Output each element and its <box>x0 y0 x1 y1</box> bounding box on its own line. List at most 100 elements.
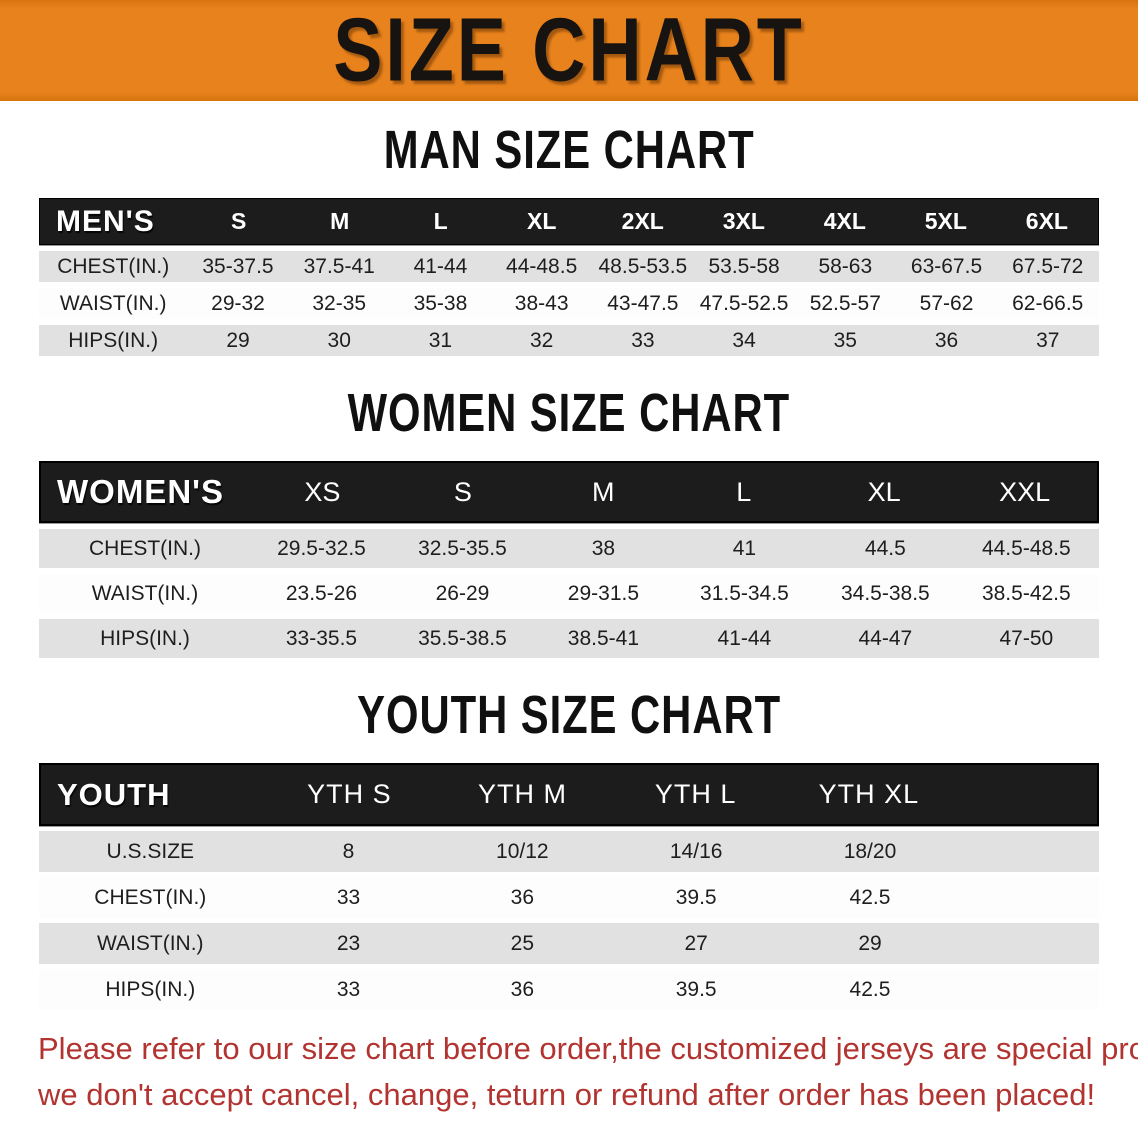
youth-row-waist: WAIST(IN.) 23 25 27 29 <box>39 923 1099 964</box>
youth-us-size-value: 8 <box>342 839 355 863</box>
women-waist-value: 31.5-34.5 <box>700 581 789 605</box>
youth-chest-value: 39.5 <box>675 885 717 909</box>
women-waist-value: 26-29 <box>435 581 490 605</box>
men-col-xl: XL <box>527 208 557 234</box>
men-chest-value: 44-48.5 <box>506 254 578 278</box>
youth-waist-value: 23 <box>336 931 361 955</box>
men-waist-value: 62-66.5 <box>1012 291 1084 315</box>
women-row-waist: WAIST(IN.) 23.5-26 26-29 29-31.5 31.5-34… <box>39 574 1099 613</box>
youth-waist-label: WAIST(IN.) <box>97 931 204 955</box>
women-col-xl: XL <box>867 476 901 507</box>
youth-col-yth-s: YTH S <box>307 779 392 809</box>
women-waist-value: 23.5-26 <box>285 581 358 605</box>
women-size-table: WOMEN'S XS S M L XL XXL CHEST(IN.) 29.5-… <box>39 461 1099 658</box>
men-waist-value: 52.5-57 <box>809 291 881 315</box>
men-section-heading-text: MAN SIZE CHART <box>383 120 755 181</box>
men-hips-value: 31 <box>428 328 453 352</box>
men-chest-value: 63-67.5 <box>910 254 983 278</box>
footer-note: Please refer to our size chart before or… <box>0 1026 1138 1118</box>
youth-us-size-label: U.S.SIZE <box>106 839 195 863</box>
men-hips-value: 33 <box>631 328 655 352</box>
men-row-waist: WAIST(IN.) 29-32 32-35 35-38 38-43 43-47… <box>39 288 1099 319</box>
men-waist-value: 47.5-52.5 <box>699 291 789 315</box>
men-table-label: MEN'S <box>56 204 155 238</box>
women-chest-value: 32.5-35.5 <box>418 536 507 560</box>
youth-us-size-value: 18/20 <box>843 839 897 863</box>
men-waist-value: 29-32 <box>211 291 265 315</box>
men-chest-value: 37.5-41 <box>303 254 375 278</box>
men-chest-value: 53.5-58 <box>708 254 780 278</box>
youth-waist-value: 27 <box>684 931 708 955</box>
men-waist-label: WAIST(IN.) <box>59 291 167 315</box>
youth-chest-value: 33 <box>336 885 361 909</box>
women-waist-value: 29-31.5 <box>567 581 640 605</box>
women-section-heading-text: WOMEN SIZE CHART <box>347 383 791 444</box>
women-hips-value: 44-47 <box>858 626 913 650</box>
banner: SIZE CHART <box>0 0 1138 101</box>
women-section-heading: WOMEN SIZE CHART <box>0 384 1138 444</box>
men-chest-value: 67.5-72 <box>1012 254 1084 278</box>
men-chest-label: CHEST(IN.) <box>57 254 170 278</box>
men-hips-value: 34 <box>732 328 756 352</box>
men-chest-value: 41-44 <box>413 254 468 278</box>
men-row-chest: CHEST(IN.) 35-37.5 37.5-41 41-44 44-48.5… <box>39 251 1099 282</box>
men-hips-value: 30 <box>327 328 351 352</box>
women-row-hips: HIPS(IN.) 33-35.5 35.5-38.5 38.5-41 41-4… <box>39 619 1099 658</box>
youth-waist-value: 29 <box>858 931 882 955</box>
women-waist-label: WAIST(IN.) <box>91 581 199 605</box>
youth-chest-label: CHEST(IN.) <box>94 885 207 909</box>
youth-us-size-value: 10/12 <box>496 839 549 863</box>
women-chest-value: 44.5-48.5 <box>981 536 1071 560</box>
youth-hips-label: HIPS(IN.) <box>105 977 196 1001</box>
women-hips-value: 35.5-38.5 <box>418 626 507 650</box>
women-col-xxl: XXL <box>999 476 1051 507</box>
women-waist-value: 34.5-38.5 <box>840 581 930 605</box>
men-col-2xl: 2XL <box>621 208 664 234</box>
youth-table-header-row: YOUTH YTH S YTH M YTH L YTH XL <box>39 763 1099 826</box>
men-col-3xl: 3XL <box>722 208 765 234</box>
youth-size-table: YOUTH YTH S YTH M YTH L YTH XL U.S.SIZE … <box>39 763 1099 1010</box>
men-section-heading: MAN SIZE CHART <box>0 121 1138 181</box>
youth-section-heading-text: YOUTH SIZE CHART <box>357 685 781 746</box>
women-chest-value: 44.5 <box>864 536 906 560</box>
youth-waist-value: 25 <box>510 931 535 955</box>
footer-note-line-2: we don't accept cancel, change, teturn o… <box>38 1077 1096 1112</box>
men-hips-label: HIPS(IN.) <box>68 328 159 352</box>
women-table-header-row: WOMEN'S XS S M L XL XXL <box>39 461 1099 523</box>
youth-col-yth-l: YTH L <box>654 779 737 809</box>
women-chest-value: 38 <box>591 536 616 560</box>
men-col-5xl: 5XL <box>924 208 967 234</box>
women-hips-value: 33-35.5 <box>285 626 358 650</box>
women-chest-label: CHEST(IN.) <box>89 536 201 560</box>
youth-col-yth-m: YTH M <box>478 779 567 809</box>
men-waist-value: 32-35 <box>312 291 367 315</box>
men-hips-value: 35 <box>833 328 857 352</box>
youth-table-label: YOUTH <box>57 776 171 812</box>
banner-title: SIZE CHART <box>333 0 805 101</box>
men-waist-value: 57-62 <box>919 291 974 315</box>
women-col-m: M <box>592 476 615 507</box>
youth-hips-value: 33 <box>336 977 361 1001</box>
youth-row-us-size: U.S.SIZE 8 10/12 14/16 18/20 <box>39 831 1099 872</box>
men-hips-value: 37 <box>1036 328 1060 352</box>
youth-chest-value: 36 <box>510 885 535 909</box>
men-waist-value: 38-43 <box>514 291 569 315</box>
youth-us-size-value: 14/16 <box>669 839 723 863</box>
women-col-l: L <box>736 476 752 507</box>
women-row-chest: CHEST(IN.) 29.5-32.5 32.5-35.5 38 41 44.… <box>39 529 1099 568</box>
youth-hips-value: 36 <box>510 977 535 1001</box>
women-chest-value: 29.5-32.5 <box>277 536 366 560</box>
women-hips-value: 47-50 <box>999 626 1054 650</box>
men-col-s: S <box>230 208 247 234</box>
women-waist-value: 38.5-42.5 <box>981 581 1071 605</box>
youth-row-hips: HIPS(IN.) 33 36 39.5 42.5 <box>39 969 1099 1010</box>
women-hips-value: 41-44 <box>717 626 772 650</box>
women-col-xs: XS <box>304 476 341 507</box>
youth-section-heading: YOUTH SIZE CHART <box>0 686 1138 746</box>
men-chest-value: 48.5-53.5 <box>598 254 688 278</box>
youth-row-chest: CHEST(IN.) 33 36 39.5 42.5 <box>39 877 1099 918</box>
women-col-s: S <box>453 476 472 507</box>
men-table-header-row: MEN'S S M L XL 2XL 3XL 4XL 5XL 6XL <box>39 198 1099 245</box>
youth-col-yth-xl: YTH XL <box>818 779 920 809</box>
men-hips-value: 36 <box>934 328 959 352</box>
